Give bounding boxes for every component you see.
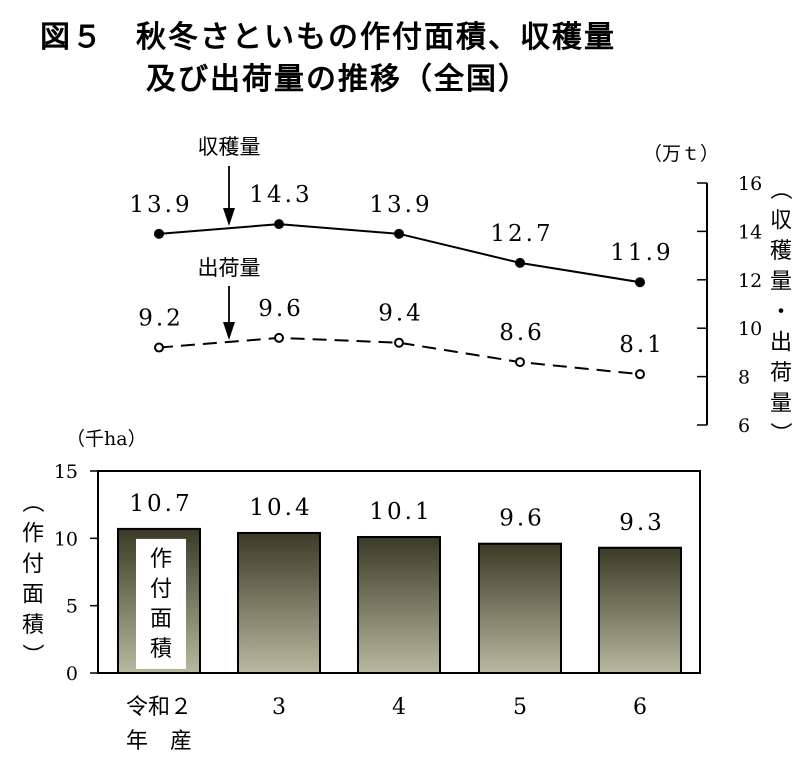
bar-y-tick-label: 10 [54,528,78,550]
line-unit-label: （万ｔ） [643,143,719,165]
shipment-data-label: 9.4 [378,301,424,327]
shipment-point [515,357,525,368]
shipment-point [154,342,164,353]
harvest-arrow-head [223,208,235,226]
area-bar [357,535,441,675]
line-y-tick-label: 16 [738,173,762,195]
x-label: 3 [272,695,286,720]
line-y-axis-title-char: 収 [770,209,792,234]
line-y-tick-label: 6 [738,415,750,437]
x-label: 5 [513,695,527,720]
harvest-point [635,277,645,288]
line-y-axis-title-char: 穫 [770,239,792,264]
bar-y-axis-title-char: 積 [22,613,44,638]
x-label-first-line1: 令和２ [126,695,192,720]
chart-title-line1: 図５ 秋冬さといもの作付面積、収穫量 [40,20,616,55]
shipment-data-label: 8.1 [619,332,665,358]
bar-y-tick-label: 0 [66,663,78,685]
line-y-axis-title-char: ・ [770,300,792,325]
line-y-axis-title-char: 荷 [770,361,792,386]
bar-value-label: 10.4 [249,495,312,521]
bar-inner-label-char: 面 [150,607,172,632]
bar-y-axis-title-char: 作 [22,522,44,547]
shipment-point [635,369,645,380]
line-y-tick-label: 8 [738,367,750,389]
area-bar [237,531,321,674]
series-line-shipment [158,336,641,376]
area-bar [478,542,562,674]
bar-value-label: 9.3 [619,510,665,536]
shipment-data-label: 9.2 [138,306,184,332]
shipment-point [394,337,404,348]
shipment-data-label: 8.6 [499,320,545,346]
harvest-point [154,228,164,239]
bar-y-axis-title-char: ） [19,643,44,665]
line-y-axis-title-char: 出 [770,331,792,356]
harvest-point [515,257,525,268]
chart-title-line2: 及び出荷量の推移（全国） [146,62,530,97]
shipment-arrow-head [223,322,235,340]
bar-value-label: 10.1 [369,499,432,525]
shipment-data-label: 9.6 [258,296,304,322]
bar-y-tick-label: 15 [54,461,78,483]
bar-value-label: 10.7 [129,491,192,517]
bar-y-axis-title-char: 面 [22,583,44,608]
bar-inner-label-box [136,538,186,669]
line-y-axis-title-char: （ [767,178,792,200]
line-y-axis-title-char: 量 [770,270,792,295]
bar-inner-label-char: 付 [150,577,172,602]
x-axis-labels: 令和２ 年 産 3 4 5 6 [126,695,647,754]
area-bar [598,546,682,675]
harvest-point [274,219,284,230]
bar-inner-label-char: 作 [150,547,172,572]
harvest-data-label: 13.9 [369,192,432,218]
bar-inner-label-char: 積 [150,637,172,662]
x-label-first-line2: 年 産 [126,729,192,754]
harvest-data-label: 12.7 [490,221,553,247]
harvest-data-label: 13.9 [129,192,192,218]
shipment-point [274,332,284,343]
x-label: 4 [392,695,406,720]
bar-y-tick-label: 5 [66,596,78,618]
bar-unit-label: （千ha） [66,428,147,450]
bar-value-label: 9.6 [499,506,545,532]
shipment-annotation: 出荷量 [198,256,261,280]
line-y-tick-label: 12 [738,270,762,292]
harvest-annotation: 収穫量 [198,135,261,159]
bar-y-axis-title-char: （ [19,491,44,513]
line-y-axis-title-char: 量 [770,392,792,417]
harvest-data-label: 11.9 [610,240,673,266]
line-y-tick-label: 10 [738,318,762,340]
bar-y-axis-title-char: 付 [22,552,44,577]
x-label: 6 [633,695,647,720]
harvest-data-label: 14.3 [249,182,312,208]
line-y-axis-title-char: ） [767,422,792,444]
line-y-tick-label: 14 [738,221,762,243]
harvest-point [394,228,404,239]
